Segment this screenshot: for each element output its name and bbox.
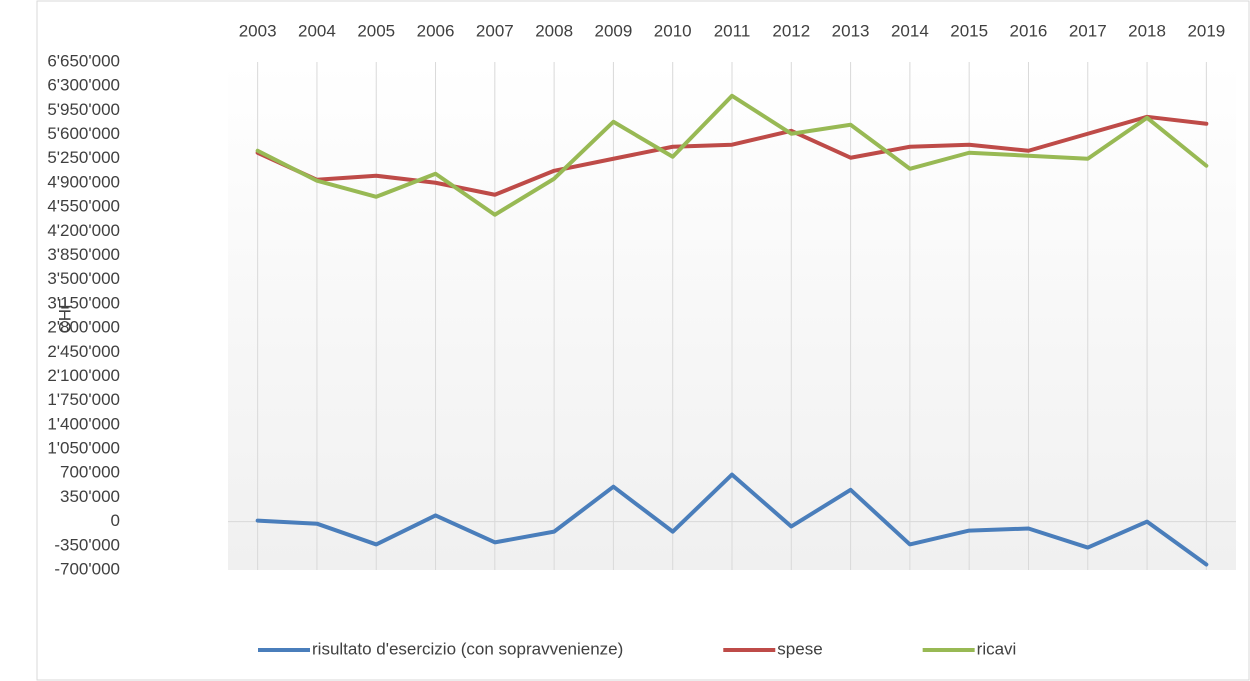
y-tick-label: 5'950'000 bbox=[47, 100, 120, 119]
y-tick-label: 4'900'000 bbox=[47, 172, 120, 191]
x-tick-label: 2009 bbox=[594, 21, 632, 40]
series-line bbox=[255, 472, 1209, 567]
x-tick-label: 2019 bbox=[1187, 21, 1225, 40]
y-tick-label: 3'850'000 bbox=[47, 245, 120, 264]
x-tick-label: 2017 bbox=[1069, 21, 1107, 40]
y-tick-label: 6'650'000 bbox=[47, 51, 120, 70]
y-tick-label: 350'000 bbox=[60, 487, 120, 506]
legend-label: ricavi bbox=[977, 639, 1017, 658]
y-tick-label: 3'150'000 bbox=[47, 293, 120, 312]
x-tick-label: 2014 bbox=[891, 21, 929, 40]
y-tick-label: 4'550'000 bbox=[47, 197, 120, 216]
y-tick-label: 700'000 bbox=[60, 463, 120, 482]
y-tick-label: 3'500'000 bbox=[47, 269, 120, 288]
y-tick-label: 0 bbox=[111, 511, 120, 530]
y-tick-label: -350'000 bbox=[54, 535, 120, 554]
y-tick-label: 2'800'000 bbox=[47, 318, 120, 337]
y-tick-label: 2'450'000 bbox=[47, 342, 120, 361]
x-tick-label: 2008 bbox=[535, 21, 573, 40]
x-tick-label: 2007 bbox=[476, 21, 514, 40]
y-tick-label: 1'400'000 bbox=[47, 414, 120, 433]
chart-border bbox=[36, 0, 1250, 681]
x-tick-label: 2012 bbox=[772, 21, 810, 40]
x-tick-label: 2013 bbox=[832, 21, 870, 40]
legend-label: spese bbox=[777, 639, 822, 658]
x-tick-label: 2003 bbox=[239, 21, 277, 40]
x-tick-label: 2006 bbox=[417, 21, 455, 40]
x-tick-label: 2011 bbox=[714, 21, 751, 40]
x-tick-label: 2010 bbox=[654, 21, 692, 40]
y-tick-label: 5'600'000 bbox=[47, 124, 120, 143]
legend-label: risultato d'esercizio (con sopravvenienz… bbox=[312, 639, 623, 658]
y-tick-label: 1'050'000 bbox=[47, 439, 120, 458]
y-tick-label: 4'200'000 bbox=[47, 221, 120, 240]
y-tick-label: 1'750'000 bbox=[47, 390, 120, 409]
x-tick-label: 2015 bbox=[950, 21, 988, 40]
series-line bbox=[255, 93, 1209, 217]
y-tick-label: 6'300'000 bbox=[47, 76, 120, 95]
y-tick-label: 2'100'000 bbox=[47, 366, 120, 385]
x-tick-label: 2004 bbox=[298, 21, 336, 40]
x-tick-label: 2018 bbox=[1128, 21, 1166, 40]
y-tick-label: 5'250'000 bbox=[47, 148, 120, 167]
y-axis-title: CHF bbox=[55, 299, 74, 334]
x-tick-label: 2016 bbox=[1010, 21, 1048, 40]
x-tick-label: 2005 bbox=[357, 21, 395, 40]
y-tick-label: -700'000 bbox=[54, 559, 120, 578]
